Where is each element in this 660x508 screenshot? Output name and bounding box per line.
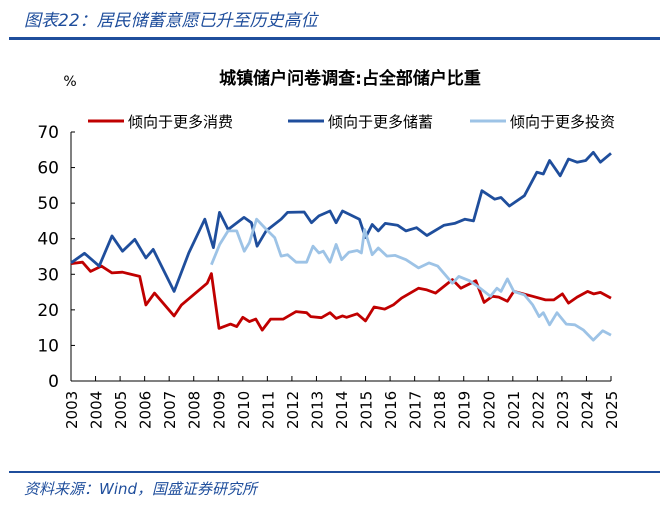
x-tick-label: 2025 (603, 391, 621, 429)
y-tick-label: 60 (37, 159, 59, 179)
x-tick-label: 2021 (505, 391, 523, 429)
x-tick-label: 2011 (259, 391, 277, 429)
y-axis-unit: % (63, 74, 76, 90)
x-tick-label: 2010 (235, 391, 253, 429)
line-chart: 城镇储户问卷调查:占全部储户比重% 倾向于更多消费 倾向于更多储蓄 倾向于更多投资 0 1… (37, 68, 621, 429)
y-tick-label: 0 (48, 372, 59, 392)
source-note: 资料来源：Wind，国盛证券研究所 (24, 480, 258, 498)
y-tick-label: 40 (37, 230, 59, 250)
x-tick-label: 2003 (63, 391, 81, 429)
legend-label-0: 倾向于更多消费 (128, 113, 233, 131)
y-tick-label: 50 (37, 194, 59, 214)
y-tick-label: 20 (37, 301, 59, 321)
x-tick-label: 2008 (186, 391, 204, 429)
header-divider (9, 37, 660, 40)
x-tick-label: 2017 (407, 391, 425, 429)
x-tick-label: 2006 (137, 391, 155, 429)
x-tick-label: 2016 (382, 391, 400, 429)
chart-title: 城镇储户问卷调查:占全部储户比重 (219, 68, 481, 89)
figure-title: 图表22：居民储蓄意愿已升至历史高位 (24, 11, 318, 31)
x-tick-label: 2012 (284, 391, 302, 429)
series-line-1 (70, 150, 612, 293)
x-tick-label: 2022 (529, 391, 547, 429)
x-tick-label: 2020 (480, 391, 498, 429)
legend-label-1: 倾向于更多储蓄 (328, 113, 433, 131)
y-tick-label: 30 (37, 265, 59, 285)
legend-label-2: 倾向于更多投资 (510, 113, 615, 131)
series-line-0 (70, 260, 612, 332)
series-line-2 (210, 217, 612, 342)
x-tick-label: 2014 (333, 391, 351, 429)
x-tick-label: 2024 (578, 391, 596, 429)
x-tick-label: 2009 (210, 391, 228, 429)
x-tick-label: 2004 (88, 391, 106, 429)
x-tick-label: 2013 (308, 391, 326, 429)
x-tick-label: 2018 (431, 391, 449, 429)
x-tick-label: 2007 (161, 391, 179, 429)
y-tick-label: 70 (37, 123, 59, 143)
x-tick-label: 2023 (554, 391, 572, 429)
x-tick-label: 2015 (358, 391, 376, 429)
y-tick-label: 10 (37, 336, 59, 356)
footer-divider (9, 471, 660, 473)
x-tick-label: 2005 (112, 391, 130, 429)
x-tick-label: 2019 (456, 391, 474, 429)
